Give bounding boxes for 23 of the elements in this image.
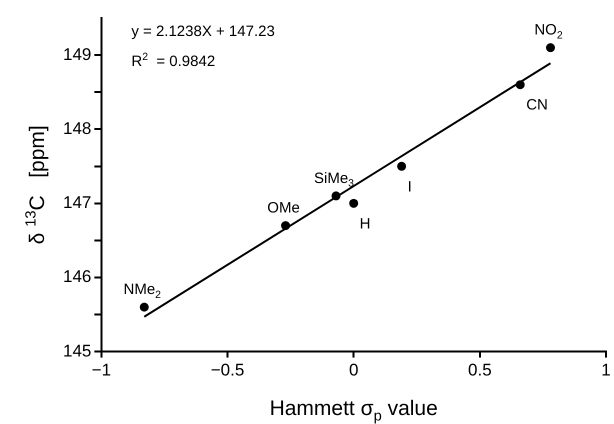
annotation: H bbox=[360, 215, 371, 232]
point bbox=[516, 80, 525, 90]
y-tick-label: 148 bbox=[62, 118, 92, 138]
point bbox=[397, 162, 406, 171]
x-tick-label: 0.5 bbox=[468, 360, 492, 380]
annotation: I bbox=[408, 178, 412, 196]
point bbox=[140, 302, 149, 312]
annotation: CN bbox=[526, 96, 548, 114]
point bbox=[546, 43, 555, 52]
point bbox=[281, 221, 290, 230]
x-tick-label: 0 bbox=[348, 360, 358, 380]
x-tick-label: 1 bbox=[601, 360, 611, 380]
y-axis-title: δ 13C [ppm] bbox=[24, 125, 49, 244]
x-tick-label: −1 bbox=[92, 360, 112, 380]
y-tick-label: 145 bbox=[62, 341, 92, 360]
annotation: OMe bbox=[267, 200, 300, 217]
y-tick-label: 149 bbox=[62, 44, 92, 64]
point bbox=[349, 198, 358, 208]
point bbox=[332, 191, 341, 200]
y-tick-label: 146 bbox=[62, 267, 92, 286]
y-tick-label: 147 bbox=[62, 193, 92, 212]
annotation: y = 2.1238X + 147.23 bbox=[131, 23, 275, 40]
x-tick-label: −0.5 bbox=[210, 360, 244, 380]
